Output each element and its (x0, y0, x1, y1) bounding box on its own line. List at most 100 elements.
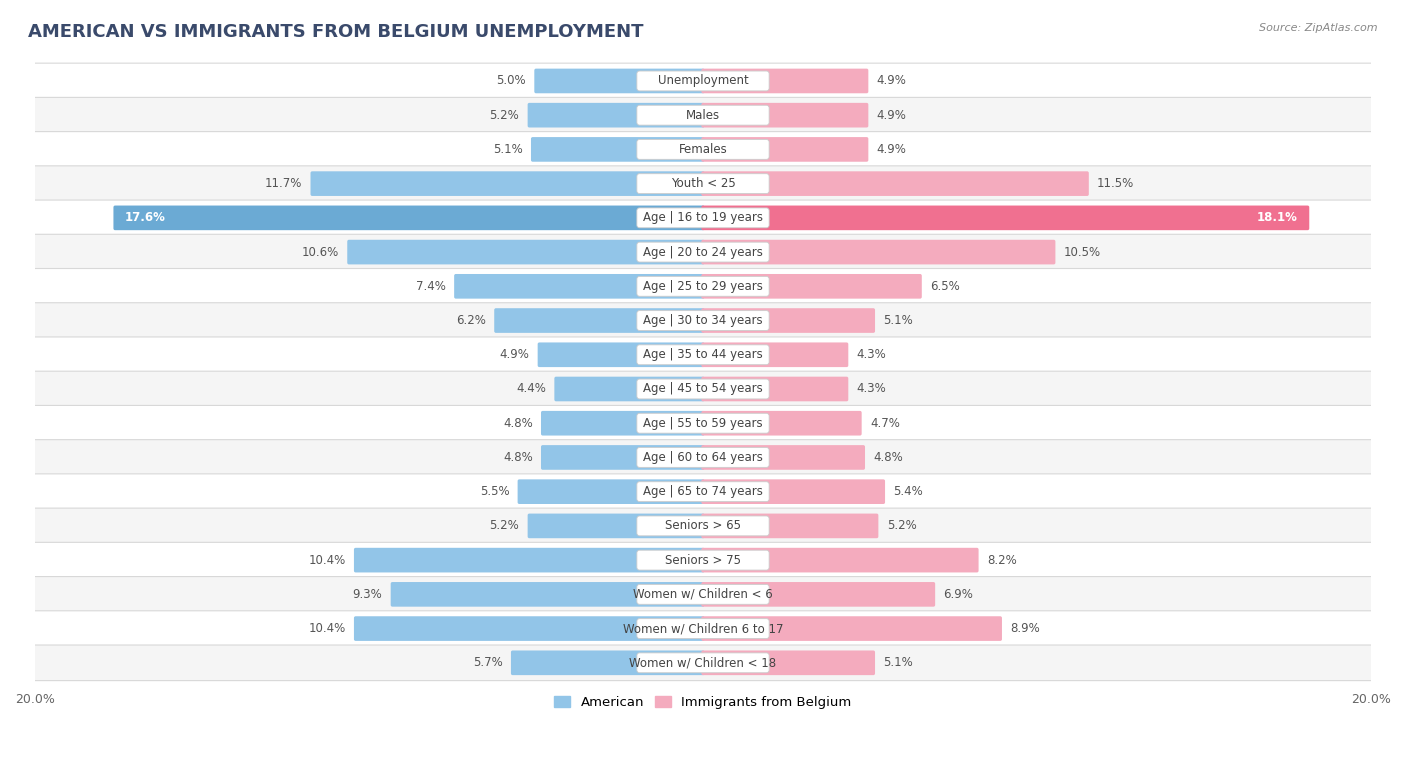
FancyBboxPatch shape (637, 618, 769, 638)
FancyBboxPatch shape (637, 584, 769, 604)
FancyBboxPatch shape (637, 413, 769, 433)
FancyBboxPatch shape (702, 103, 869, 127)
FancyBboxPatch shape (637, 447, 769, 467)
FancyBboxPatch shape (637, 653, 769, 673)
FancyBboxPatch shape (541, 411, 704, 435)
Text: Age | 35 to 44 years: Age | 35 to 44 years (643, 348, 763, 361)
Text: 5.4%: 5.4% (893, 485, 924, 498)
FancyBboxPatch shape (702, 582, 935, 606)
Text: 4.3%: 4.3% (856, 348, 886, 361)
Text: 4.8%: 4.8% (503, 451, 533, 464)
FancyBboxPatch shape (637, 173, 769, 194)
Text: 5.0%: 5.0% (496, 74, 526, 88)
FancyBboxPatch shape (527, 513, 704, 538)
FancyBboxPatch shape (637, 481, 769, 502)
FancyBboxPatch shape (34, 474, 1372, 509)
Text: 18.1%: 18.1% (1257, 211, 1298, 224)
Text: 5.2%: 5.2% (489, 519, 519, 532)
Text: Women w/ Children 6 to 17: Women w/ Children 6 to 17 (623, 622, 783, 635)
Text: 5.2%: 5.2% (489, 109, 519, 122)
FancyBboxPatch shape (702, 206, 1309, 230)
Text: 5.1%: 5.1% (883, 314, 912, 327)
Text: Age | 55 to 59 years: Age | 55 to 59 years (643, 416, 763, 430)
Text: 8.9%: 8.9% (1011, 622, 1040, 635)
Text: Age | 16 to 19 years: Age | 16 to 19 years (643, 211, 763, 224)
FancyBboxPatch shape (637, 516, 769, 536)
FancyBboxPatch shape (554, 377, 704, 401)
Text: Age | 45 to 54 years: Age | 45 to 54 years (643, 382, 763, 395)
FancyBboxPatch shape (34, 98, 1372, 133)
FancyBboxPatch shape (702, 171, 1088, 196)
Text: 4.3%: 4.3% (856, 382, 886, 395)
Text: 11.7%: 11.7% (264, 177, 302, 190)
Text: 5.1%: 5.1% (494, 143, 523, 156)
FancyBboxPatch shape (702, 240, 1056, 264)
Text: Age | 25 to 29 years: Age | 25 to 29 years (643, 280, 763, 293)
FancyBboxPatch shape (637, 208, 769, 228)
Text: 9.3%: 9.3% (353, 588, 382, 601)
FancyBboxPatch shape (34, 611, 1372, 646)
FancyBboxPatch shape (637, 71, 769, 91)
FancyBboxPatch shape (637, 276, 769, 296)
FancyBboxPatch shape (637, 550, 769, 570)
Text: 4.7%: 4.7% (870, 416, 900, 430)
Text: 5.7%: 5.7% (472, 656, 502, 669)
FancyBboxPatch shape (702, 137, 869, 162)
Text: 4.8%: 4.8% (503, 416, 533, 430)
Text: Youth < 25: Youth < 25 (671, 177, 735, 190)
FancyBboxPatch shape (391, 582, 704, 606)
FancyBboxPatch shape (702, 650, 875, 675)
FancyBboxPatch shape (34, 63, 1372, 98)
FancyBboxPatch shape (34, 166, 1372, 201)
Text: 11.5%: 11.5% (1097, 177, 1135, 190)
Text: 10.4%: 10.4% (308, 553, 346, 567)
Text: 8.2%: 8.2% (987, 553, 1017, 567)
FancyBboxPatch shape (527, 103, 704, 127)
Text: Women w/ Children < 6: Women w/ Children < 6 (633, 588, 773, 601)
FancyBboxPatch shape (702, 377, 848, 401)
FancyBboxPatch shape (454, 274, 704, 299)
FancyBboxPatch shape (637, 310, 769, 331)
Text: 7.4%: 7.4% (416, 280, 446, 293)
FancyBboxPatch shape (702, 513, 879, 538)
FancyBboxPatch shape (702, 274, 922, 299)
FancyBboxPatch shape (537, 342, 704, 367)
FancyBboxPatch shape (702, 548, 979, 572)
Text: 4.8%: 4.8% (873, 451, 903, 464)
FancyBboxPatch shape (637, 345, 769, 365)
Text: 4.9%: 4.9% (877, 143, 907, 156)
FancyBboxPatch shape (702, 69, 869, 93)
Text: Source: ZipAtlas.com: Source: ZipAtlas.com (1260, 23, 1378, 33)
Text: 10.4%: 10.4% (308, 622, 346, 635)
FancyBboxPatch shape (34, 577, 1372, 612)
Text: Age | 30 to 34 years: Age | 30 to 34 years (643, 314, 763, 327)
Text: Women w/ Children < 18: Women w/ Children < 18 (630, 656, 776, 669)
Legend: American, Immigrants from Belgium: American, Immigrants from Belgium (550, 690, 856, 714)
Text: 5.2%: 5.2% (887, 519, 917, 532)
Text: 4.9%: 4.9% (499, 348, 529, 361)
Text: 5.1%: 5.1% (883, 656, 912, 669)
FancyBboxPatch shape (34, 269, 1372, 304)
FancyBboxPatch shape (347, 240, 704, 264)
Text: Age | 60 to 64 years: Age | 60 to 64 years (643, 451, 763, 464)
FancyBboxPatch shape (702, 616, 1002, 641)
FancyBboxPatch shape (531, 137, 704, 162)
FancyBboxPatch shape (34, 337, 1372, 372)
Text: Age | 20 to 24 years: Age | 20 to 24 years (643, 245, 763, 259)
FancyBboxPatch shape (637, 379, 769, 399)
FancyBboxPatch shape (354, 616, 704, 641)
FancyBboxPatch shape (541, 445, 704, 470)
Text: 17.6%: 17.6% (125, 211, 166, 224)
FancyBboxPatch shape (34, 132, 1372, 167)
Text: Seniors > 65: Seniors > 65 (665, 519, 741, 532)
FancyBboxPatch shape (34, 645, 1372, 681)
FancyBboxPatch shape (517, 479, 704, 504)
FancyBboxPatch shape (495, 308, 704, 333)
FancyBboxPatch shape (637, 139, 769, 159)
FancyBboxPatch shape (34, 508, 1372, 544)
FancyBboxPatch shape (34, 440, 1372, 475)
Text: Females: Females (679, 143, 727, 156)
FancyBboxPatch shape (34, 542, 1372, 578)
FancyBboxPatch shape (702, 445, 865, 470)
FancyBboxPatch shape (354, 548, 704, 572)
